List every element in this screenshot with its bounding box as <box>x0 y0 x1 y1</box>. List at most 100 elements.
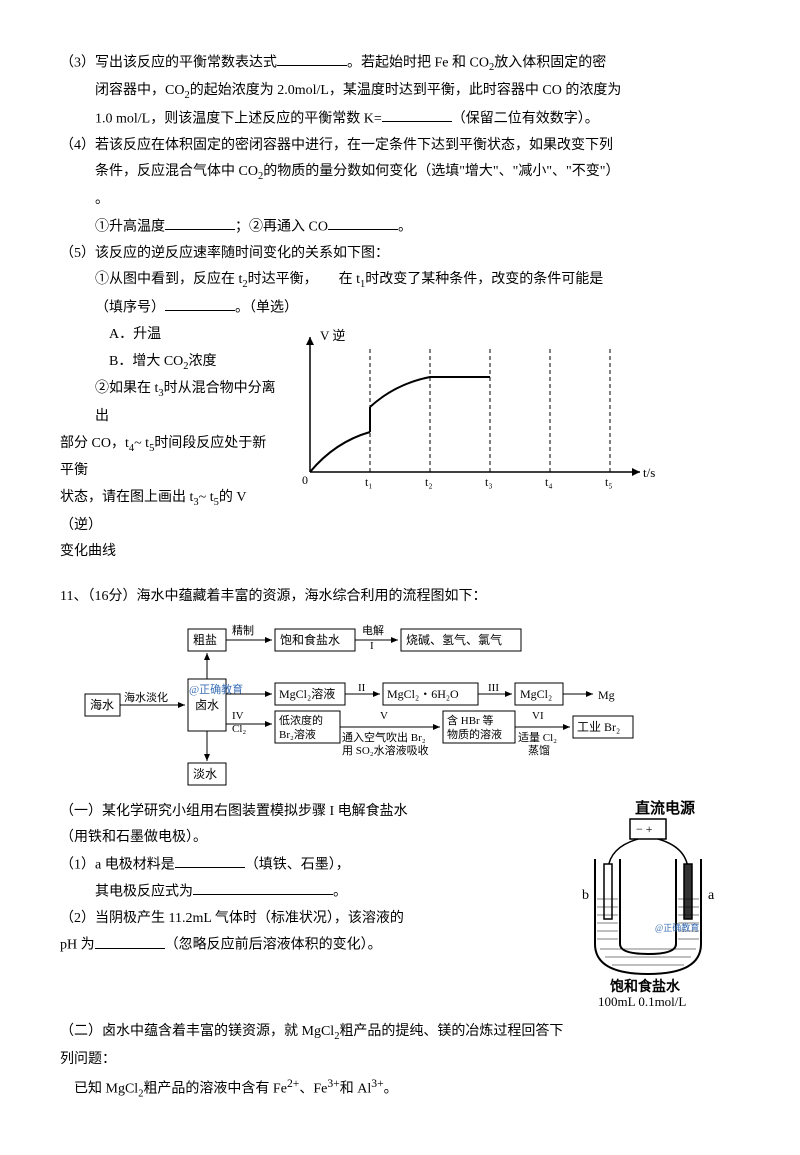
blank-k-value[interactable] <box>382 106 452 122</box>
svg-text:MgCl₂溶液: MgCl₂溶液 <box>279 686 335 701</box>
svg-text:VI: VI <box>532 710 544 722</box>
q5-text: 。（单选） <box>235 300 298 315</box>
q4-text: ①升高温度 <box>95 219 165 234</box>
question-5: （5）该反应的逆反应速率随时间变化的关系如下图： <box>60 241 740 268</box>
svg-text:III: III <box>488 682 499 694</box>
question-4-line4: ①升高温度 ；②再通入 CO 。 <box>60 214 740 241</box>
svg-text:用 SO₂水溶液吸收: 用 SO₂水溶液吸收 <box>342 743 429 757</box>
option-a: A．升温 <box>60 322 280 349</box>
q4-text: ；②再通入 CO <box>235 219 328 234</box>
svg-text:− +: − + <box>636 822 653 836</box>
svg-text:t₂: t₂ <box>425 475 433 489</box>
svg-text:I: I <box>370 640 374 652</box>
svg-text:II: II <box>358 682 366 694</box>
question-5-l1: ①从图中看到，反应在 t2时达平衡， 在 t1时改变了某种条件，改变的条件可能是 <box>60 267 740 295</box>
svg-text:工业 Br₂: 工业 Br₂ <box>577 720 620 734</box>
part2-line2: 列问题： <box>60 1047 740 1074</box>
svg-text:V: V <box>380 710 388 722</box>
svg-text:Cl₂: Cl₂ <box>232 723 246 735</box>
flowchart: .bx { fill:#fff; stroke:#000; stroke-wid… <box>60 619 740 789</box>
question-3: （3）写出该反应的平衡常数表达式。若起始时把 Fe 和 CO2放入体积固定的密 <box>60 50 740 78</box>
q5-graph-row: A．升温 B．增大 CO2浓度 ②如果在 t3时从混合物中分离出 部分 CO，t… <box>60 322 740 566</box>
svg-text:t₄: t₄ <box>545 475 553 489</box>
svg-text:精制: 精制 <box>232 624 254 637</box>
q3-text: 的起始浓度为 2.0mol/L，某温度时达到平衡，此时容器中 CO 的浓度为 <box>190 83 622 98</box>
blank-electrode[interactable] <box>175 852 245 868</box>
q4-text: 条件，反应混合气体中 CO <box>95 164 258 179</box>
part1-title: （一）某化学研究小组用右图装置模拟步骤 I 电解食盐水 <box>60 799 550 826</box>
q4-text: 。 <box>398 219 412 234</box>
q3-text: 放入体积固定的密 <box>494 55 606 70</box>
question-3-line2: 闭容器中，CO2的起始浓度为 2.0mol/L，某温度时达到平衡，此时容器中 C… <box>60 78 740 106</box>
q3-text: （3）写出该反应的平衡常数表达式 <box>60 55 277 70</box>
svg-text:粗盐: 粗盐 <box>193 633 217 647</box>
part1-q2b: pH 为（忽略反应前后溶液体积的变化）。 <box>60 932 550 959</box>
svg-text:IV: IV <box>232 710 244 722</box>
svg-text:物质的溶液: 物质的溶液 <box>447 727 502 741</box>
q5-l4: 部分 CO，t4~ t5时间段反应处于新平衡 <box>60 431 280 485</box>
svg-text:Mg: Mg <box>598 688 615 702</box>
rate-graph: V 逆 t/s 0 t₁ t₂ t₃ t₄ t₅ <box>280 322 660 492</box>
svg-text:低浓度的: 低浓度的 <box>279 713 323 727</box>
q5-text: 时达平衡， <box>248 272 318 287</box>
q5-text: （填序号） <box>95 300 165 315</box>
q4-text: （4）若该反应在体积固定的密闭容器中进行，在一定条件下达到平衡状态，如果改变下列 <box>60 138 613 153</box>
svg-text:淡水: 淡水 <box>193 767 217 781</box>
svg-text:100mL 0.1mol/L: 100mL 0.1mol/L <box>598 994 686 1009</box>
part1-q1c: 其电极反应式为。 <box>60 879 550 906</box>
svg-text:t₅: t₅ <box>605 475 613 489</box>
q5-title: （5）该反应的逆反应速率随时间变化的关系如下图： <box>60 246 389 261</box>
part2-line1: （二）卤水中蕴含着丰富的镁资源，就 MgCl2粗产品的提纯、镁的冶炼过程回答下 <box>60 1019 740 1047</box>
question-4-line2: 条件，反应混合气体中 CO2的物质的量分数如何变化（选填"增大"、"减小"、"不… <box>60 159 740 187</box>
svg-text:卤水: 卤水 <box>195 698 219 712</box>
svg-text:烧碱、氢气、氯气: 烧碱、氢气、氯气 <box>406 632 502 647</box>
q3-text: 闭容器中，CO <box>95 83 184 98</box>
svg-text:直流电源: 直流电源 <box>635 799 695 817</box>
svg-text:饱和食盐水: 饱和食盐水 <box>280 632 340 647</box>
blank-k-expr[interactable] <box>277 50 347 66</box>
blank-electrode-eq[interactable] <box>193 879 333 895</box>
question-4-line3: 。 <box>60 187 740 214</box>
apparatus-diagram: 直流电源 − + b a <box>560 799 735 1009</box>
q5-l3: ②如果在 t3时从混合物中分离出 <box>60 376 280 430</box>
svg-text:通入空气吹出 Br₂: 通入空气吹出 Br₂ <box>342 730 426 744</box>
blank-co[interactable] <box>328 214 398 230</box>
q11-title: 11、（16分）海水中蕴藏着丰富的资源，海水综合利用的流程图如下： <box>60 589 486 604</box>
svg-text:海水: 海水 <box>90 697 114 712</box>
q3-text: 。若起始时把 Fe 和 CO <box>347 55 489 70</box>
question-4: （4）若该反应在体积固定的密闭容器中进行，在一定条件下达到平衡状态，如果改变下列 <box>60 133 740 160</box>
part2-line3: 已知 MgCl2粗产品的溶液中含有 Fe2+、Fe3+和 Al3+。 <box>60 1073 740 1104</box>
question-5-l2: （填序号） 。（单选） <box>60 295 740 322</box>
origin-label: 0 <box>302 473 308 487</box>
q5-l5: 状态，请在图上画出 t3~ t5的 V（逆） <box>60 485 280 539</box>
svg-text:MgCl₂・6H₂O: MgCl₂・6H₂O <box>387 687 459 701</box>
q4-text: 。 <box>95 192 109 207</box>
q5-text: 在 t <box>339 272 360 287</box>
q3-text: （保留二位有效数字）。 <box>452 111 599 126</box>
part1-sub: （用铁和石墨做电极）。 <box>60 825 550 852</box>
svg-text:海水淡化: 海水淡化 <box>124 690 168 704</box>
svg-text:a: a <box>708 888 715 903</box>
part1-q2: （2）当阴极产生 11.2mL 气体时（标准状况），该溶液的 <box>60 906 550 933</box>
question-3-line3: 1.0 mol/L，则该温度下上述反应的平衡常数 K= （保留二位有效数字）。 <box>60 106 740 133</box>
svg-text:电解: 电解 <box>362 623 384 637</box>
blank-ph[interactable] <box>95 932 165 948</box>
svg-text:Br₂溶液: Br₂溶液 <box>279 727 316 741</box>
q5-text: 时改变了某种条件，改变的条件可能是 <box>365 272 603 287</box>
x-axis-label: t/s <box>643 465 655 480</box>
q5-l6: 变化曲线 <box>60 539 280 566</box>
option-b: B．增大 CO2浓度 <box>60 349 280 377</box>
svg-text:饱和食盐水: 饱和食盐水 <box>610 978 681 995</box>
q3-text: 1.0 mol/L，则该温度下上述反应的平衡常数 K= <box>95 111 382 126</box>
q5-text: ①从图中看到，反应在 t <box>95 272 242 287</box>
q4-text: 的物质的量分数如何变化（选填"增大"、"减小"、"不变"） <box>263 164 619 179</box>
question-11: 11、（16分）海水中蕴藏着丰富的资源，海水综合利用的流程图如下： <box>60 584 740 611</box>
svg-text:MgCl₂: MgCl₂ <box>520 687 552 701</box>
blank-cond[interactable] <box>165 295 235 311</box>
svg-text:蒸馏: 蒸馏 <box>528 743 550 757</box>
blank-temp[interactable] <box>165 214 235 230</box>
svg-text:t₃: t₃ <box>485 475 493 489</box>
part1-q1: （1）a 电极材料是（填铁、石墨）， <box>60 852 550 879</box>
svg-text:t₁: t₁ <box>365 475 373 489</box>
svg-text:@正确教育: @正确教育 <box>655 922 699 933</box>
